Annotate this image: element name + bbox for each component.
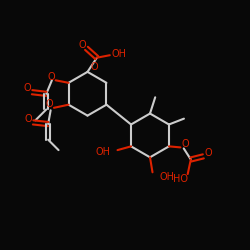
Text: O: O xyxy=(23,84,31,94)
Text: HO: HO xyxy=(173,174,188,184)
Text: O: O xyxy=(78,40,86,50)
Text: O: O xyxy=(205,148,212,158)
Text: OH: OH xyxy=(96,147,111,157)
Text: OH: OH xyxy=(111,48,126,58)
Text: O: O xyxy=(47,72,55,82)
Text: OH: OH xyxy=(159,172,174,182)
Text: O: O xyxy=(91,62,98,72)
Text: O: O xyxy=(181,139,189,149)
Text: O: O xyxy=(46,99,53,109)
Text: O: O xyxy=(24,114,32,124)
